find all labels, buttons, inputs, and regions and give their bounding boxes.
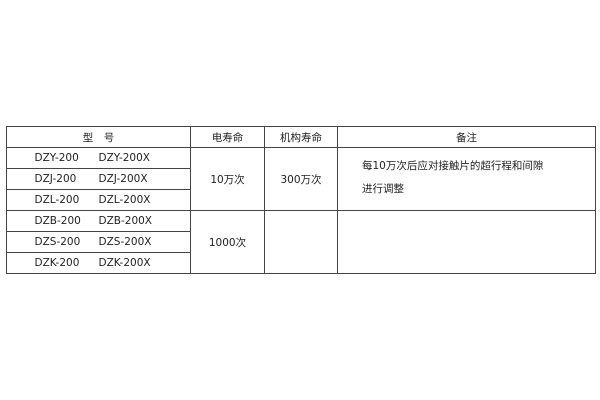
table-row: DZY-200 DZY-200X 10万次 300万次 每10万次后应对接触片的超… — [6, 147, 596, 211]
model-a: DZL-200 — [34, 194, 80, 206]
remarks-line: 每10万次后应对接触片的超行程和间隙 — [362, 160, 544, 172]
model-b: DZB-200X — [98, 215, 153, 227]
model-b: DZY-200X — [98, 152, 150, 164]
model-a: DZY-200 — [34, 152, 79, 164]
remarks-line: 进行调整 — [362, 183, 404, 195]
specs-table: 型 号 电寿命 机构寿命 备注 DZY-200 DZY-200X 10万次 300… — [6, 126, 596, 274]
electrical-life-cell: 10万次 — [190, 147, 265, 211]
model-cell: DZY-200 DZY-200X — [6, 147, 191, 169]
remarks-cell — [337, 210, 596, 274]
model-a: DZB-200 — [34, 215, 81, 227]
header-model: 型 号 — [6, 126, 191, 148]
mechanical-life-cell: 300万次 — [264, 147, 338, 211]
model-cell: DZJ-200 DZJ-200X — [6, 168, 191, 190]
model-cell: DZS-200 DZS-200X — [6, 231, 191, 253]
electrical-life-cell: 1000次 — [190, 210, 265, 274]
header-electrical-life: 电寿命 — [190, 126, 265, 148]
model-cell: DZL-200 DZL-200X — [6, 189, 191, 211]
model-b: DZJ-200X — [98, 173, 148, 185]
header-row: 型 号 电寿命 机构寿命 备注 — [6, 126, 596, 148]
model-a: DZS-200 — [34, 236, 81, 248]
table-row: DZL-200 DZL-200X — [6, 189, 596, 211]
model-a: DZK-200 — [34, 257, 80, 269]
model-b: DZS-200X — [98, 236, 152, 248]
model-cell: DZB-200 DZB-200X — [6, 210, 191, 232]
table-row: DZK-200 DZK-200X — [6, 252, 596, 274]
header-mechanical-life: 机构寿命 — [264, 126, 338, 148]
model-a: DZJ-200 — [34, 173, 77, 185]
mechanical-life-cell — [264, 210, 338, 274]
header-remarks: 备注 — [337, 126, 596, 148]
model-b: DZL-200X — [98, 194, 151, 206]
remarks-cell: 每10万次后应对接触片的超行程和间隙 进行调整 — [337, 147, 596, 211]
table-row: DZB-200 DZB-200X 1000次 — [6, 210, 596, 274]
model-b: DZK-200X — [98, 257, 151, 269]
model-cell: DZK-200 DZK-200X — [6, 252, 191, 274]
